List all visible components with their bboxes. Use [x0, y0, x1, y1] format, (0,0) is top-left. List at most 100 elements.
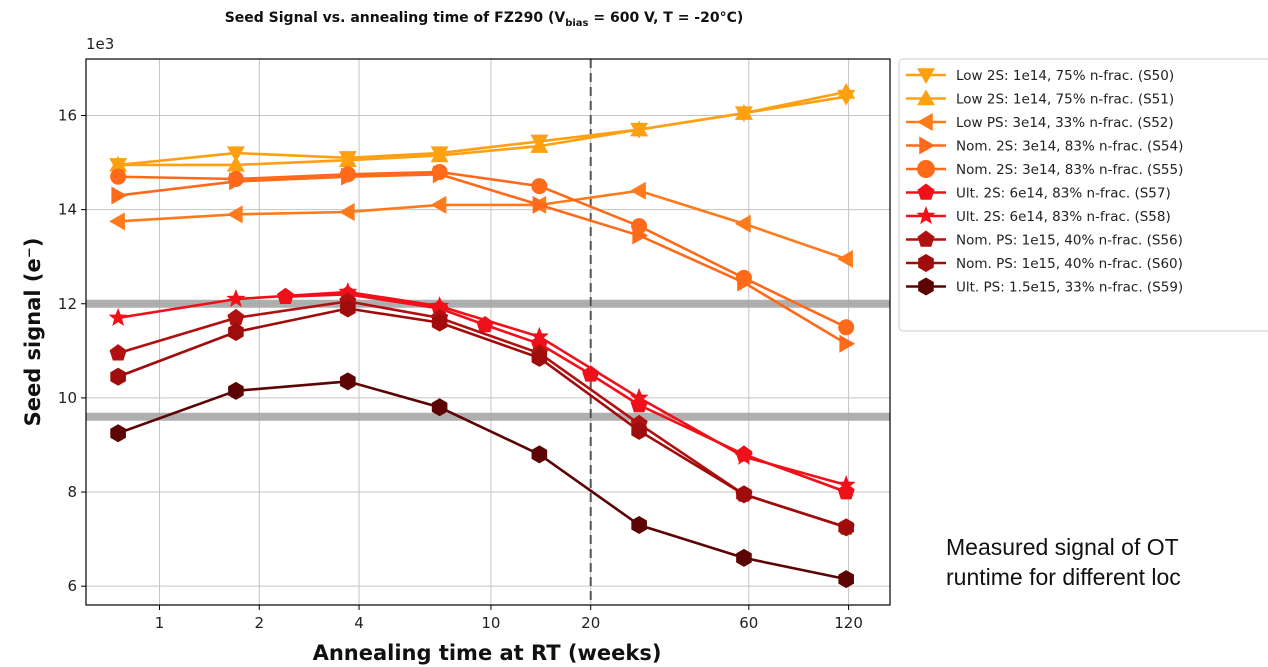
x-axis-title: Annealing time at RT (weeks)	[313, 641, 662, 665]
legend-label: Nom. PS: 1e15, 40% n-frac. (S56)	[956, 233, 1183, 249]
data-point	[530, 137, 549, 153]
legend-marker	[917, 68, 935, 84]
series-line	[117, 380, 847, 581]
x-tick-label: 20	[581, 614, 600, 632]
data-point	[109, 212, 125, 231]
data-point	[430, 146, 449, 163]
series-line	[118, 90, 847, 167]
legend-item: Low 2S: 1e14, 75% n-frac. (S51)	[906, 89, 1174, 108]
data-point	[630, 181, 646, 200]
data-point	[226, 146, 245, 163]
series-line	[117, 173, 847, 345]
x-tick-label: 2	[255, 614, 265, 632]
data-point	[431, 398, 448, 417]
data-point	[227, 171, 244, 188]
series-1	[109, 89, 856, 174]
legend-label: Nom. 2S: 3e14, 83% n-frac. (S55)	[956, 162, 1183, 178]
data-point	[228, 381, 244, 400]
legend-item: Ult. PS: 1.5e15, 33% n-frac. (S59)	[906, 277, 1183, 296]
reference-bands	[86, 299, 890, 421]
data-point	[226, 289, 246, 308]
caption-line-1: Measured signal of OT	[946, 534, 1179, 560]
legend-marker	[917, 89, 935, 106]
y-tick-label: 8	[67, 483, 77, 501]
data-point	[837, 483, 855, 500]
data-point	[430, 195, 447, 214]
y-tick-label: 14	[58, 201, 77, 219]
data-point	[839, 334, 856, 353]
legend-item: Nom. PS: 1e15, 40% n-frac. (S60)	[906, 254, 1183, 272]
series-2	[109, 82, 856, 172]
data-point	[339, 166, 356, 183]
data-point	[109, 344, 127, 361]
data-point	[110, 424, 126, 443]
data-point	[631, 515, 647, 534]
legend-label: Nom. PS: 1e15, 40% n-frac. (S60)	[956, 256, 1183, 272]
data-point	[340, 299, 356, 318]
data-point	[226, 155, 245, 172]
slide-caption: Measured signal of OT runtime for differ…	[946, 532, 1268, 592]
legend-label: Ult. 2S: 6e14, 83% n-frac. (S58)	[956, 209, 1171, 225]
data-point	[529, 326, 549, 345]
legend-label: Ult. 2S: 6e14, 83% n-frac. (S57)	[956, 186, 1171, 202]
data-point	[431, 313, 448, 332]
legend-label: Low 2S: 1e14, 75% n-frac. (S50)	[956, 68, 1174, 84]
legend-label: Low 2S: 1e14, 75% n-frac. (S51)	[956, 92, 1174, 108]
data-point	[836, 474, 856, 494]
y-tick-label: 12	[58, 295, 77, 313]
data-point	[340, 372, 356, 391]
legend-marker	[916, 206, 936, 225]
legend-item: Ult. 2S: 6e14, 83% n-frac. (S57)	[906, 183, 1171, 202]
data-point	[531, 445, 548, 464]
legend-marker	[918, 254, 934, 272]
data-point	[736, 485, 752, 504]
chart-legend: Low 2S: 1e14, 75% n-frac. (S50) Low 2S: 1…	[898, 58, 1268, 332]
legend-marker	[918, 277, 934, 296]
data-point	[531, 348, 548, 367]
data-point	[532, 195, 549, 214]
data-point	[734, 214, 751, 233]
chart-title: Seed Signal vs. annealing time of FZ290 …	[225, 10, 744, 29]
legend-item: Low PS: 3e14, 33% n-frac. (S52)	[906, 113, 1174, 131]
y-multiplier-label: 1e3	[86, 35, 114, 53]
data-point	[629, 387, 649, 406]
data-series	[108, 82, 856, 589]
legend-label: Ult. PS: 1.5e15, 33% n-frac. (S59)	[956, 280, 1183, 296]
data-point	[228, 323, 244, 341]
series-10	[110, 372, 854, 589]
y-tick-label: 16	[58, 106, 77, 124]
series-line	[117, 307, 847, 529]
legend-item: Ult. 2S: 6e14, 83% n-frac. (S58)	[906, 206, 1171, 225]
data-point	[531, 178, 548, 195]
caption-line-2: runtime for different loc	[946, 564, 1181, 590]
data-point	[110, 367, 126, 386]
data-point	[109, 155, 128, 172]
data-point	[338, 151, 357, 167]
x-tick-label: 120	[834, 614, 863, 632]
data-point	[735, 269, 752, 286]
legend-item: Nom. 2S: 3e14, 83% n-frac. (S55)	[906, 160, 1183, 178]
data-point	[631, 421, 647, 440]
legend-item: Nom. PS: 1e15, 40% n-frac. (S56)	[906, 230, 1183, 249]
y-tick-label: 6	[67, 577, 77, 595]
series-line	[118, 189, 847, 261]
data-point	[111, 186, 128, 205]
series-7	[108, 281, 856, 494]
data-point	[430, 296, 450, 315]
y-tick-label: 10	[58, 389, 77, 407]
series-5	[110, 163, 855, 336]
data-point	[838, 319, 855, 336]
series-9	[110, 299, 854, 537]
data-point	[837, 250, 853, 269]
data-point	[630, 120, 649, 137]
legend-marker	[917, 113, 933, 131]
series-line	[117, 290, 847, 487]
x-tick-label: 60	[739, 614, 758, 632]
legend-label: Nom. 2S: 3e14, 83% n-frac. (S54)	[956, 139, 1183, 155]
data-point	[338, 281, 358, 301]
series-6	[276, 285, 855, 500]
legend-marker	[919, 136, 935, 155]
legend-marker	[917, 230, 935, 247]
data-point	[838, 570, 854, 589]
